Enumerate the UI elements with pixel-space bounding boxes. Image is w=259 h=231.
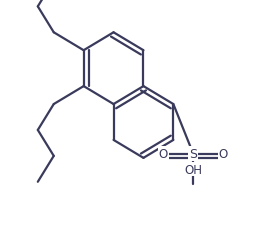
Text: O: O <box>219 148 228 161</box>
Text: S: S <box>189 148 197 161</box>
Text: OH: OH <box>184 163 202 176</box>
Text: O: O <box>159 148 168 161</box>
